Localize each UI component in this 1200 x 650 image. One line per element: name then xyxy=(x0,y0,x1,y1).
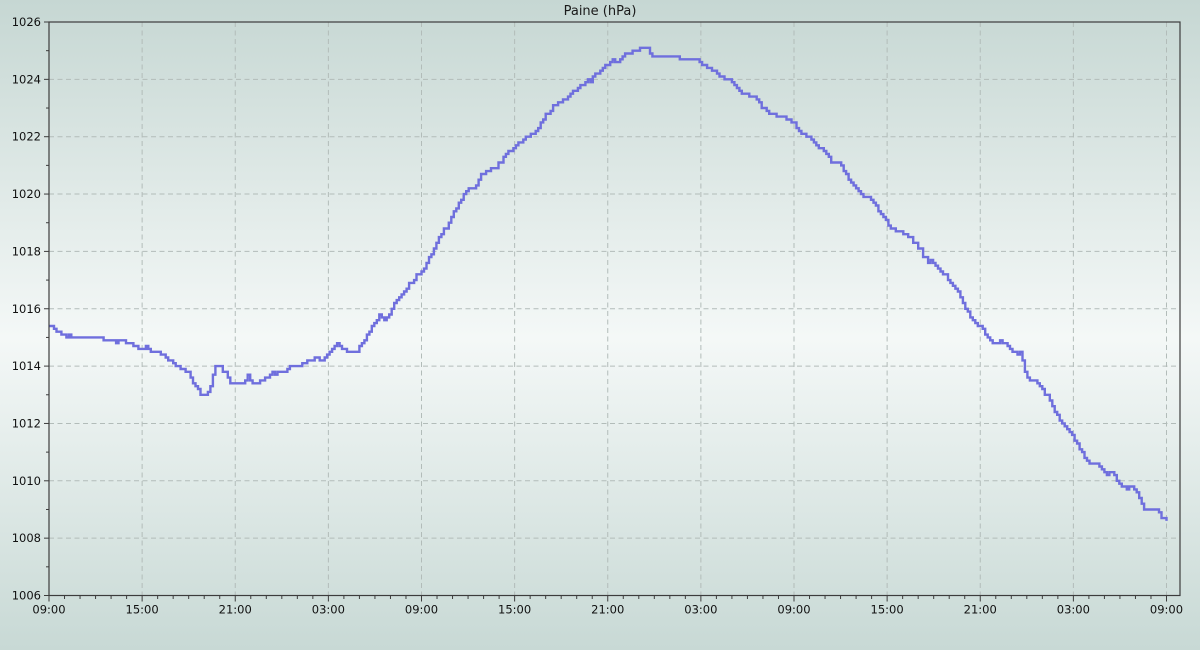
x-tick-label: 21:00 xyxy=(964,603,997,617)
x-tick-label: 21:00 xyxy=(219,603,252,617)
y-tick-label: 1016 xyxy=(12,302,41,316)
x-tick-label: 09:00 xyxy=(405,603,438,617)
x-tick-label: 21:00 xyxy=(591,603,624,617)
pressure-series-line xyxy=(49,46,1168,521)
x-tick-label: 15:00 xyxy=(498,603,531,617)
x-tick-label: 15:00 xyxy=(871,603,904,617)
x-tick-label: 09:00 xyxy=(32,603,65,617)
y-tick-label: 1022 xyxy=(12,130,41,144)
y-tick-label: 1006 xyxy=(12,589,41,603)
x-tick-label: 15:00 xyxy=(126,603,159,617)
chart-title: Paine (hPa) xyxy=(563,4,637,19)
x-tick-label: 09:00 xyxy=(1150,603,1183,617)
x-tick-label: 03:00 xyxy=(684,603,717,617)
x-tick-label: 03:00 xyxy=(312,603,345,617)
y-tick-label: 1012 xyxy=(12,416,41,430)
y-tick-label: 1026 xyxy=(12,15,41,29)
y-tick-label: 1010 xyxy=(12,474,41,488)
y-tick-label: 1020 xyxy=(12,187,41,201)
y-tick-label: 1008 xyxy=(12,531,41,545)
x-tick-label: 09:00 xyxy=(777,603,810,617)
x-tick-label: 03:00 xyxy=(1057,603,1090,617)
plot-border xyxy=(48,21,1181,597)
y-tick-label: 1024 xyxy=(12,72,41,86)
y-tick-label: 1014 xyxy=(12,359,41,373)
y-tick-label: 1018 xyxy=(12,244,41,258)
